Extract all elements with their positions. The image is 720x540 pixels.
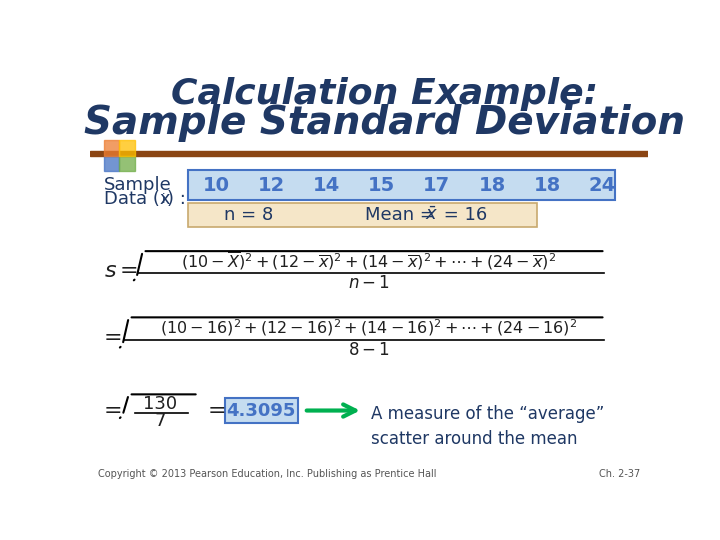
Bar bbox=[104, 140, 120, 156]
Text: $n-1$: $n-1$ bbox=[348, 274, 390, 293]
Text: 10: 10 bbox=[203, 176, 230, 195]
Text: = 16: = 16 bbox=[438, 206, 487, 224]
Text: 4.3095: 4.3095 bbox=[227, 402, 296, 420]
Text: =: = bbox=[104, 328, 122, 348]
Text: Mean =: Mean = bbox=[365, 206, 441, 224]
Text: $s =$: $s =$ bbox=[104, 261, 138, 281]
Text: 14: 14 bbox=[313, 176, 341, 195]
Text: 18: 18 bbox=[478, 176, 505, 195]
Bar bbox=[120, 156, 135, 171]
Text: 12: 12 bbox=[258, 176, 285, 195]
Bar bbox=[120, 140, 135, 156]
Text: 24: 24 bbox=[589, 176, 616, 195]
Text: Sample: Sample bbox=[104, 177, 171, 194]
FancyBboxPatch shape bbox=[189, 204, 537, 226]
Text: $8-1$: $8-1$ bbox=[348, 341, 390, 360]
Text: A measure of the “average”
scatter around the mean: A measure of the “average” scatter aroun… bbox=[371, 405, 604, 448]
Text: Sample Standard Deviation: Sample Standard Deviation bbox=[84, 104, 685, 143]
Bar bbox=[90, 151, 648, 156]
Text: Calculation Example:: Calculation Example: bbox=[171, 77, 598, 111]
Text: $(10-16)^2+(12-16)^2+(14-16)^2+\cdots+(24-16)^2$: $(10-16)^2+(12-16)^2+(14-16)^2+\cdots+(2… bbox=[161, 317, 577, 338]
Text: 15: 15 bbox=[368, 176, 395, 195]
Text: 17: 17 bbox=[423, 176, 451, 195]
Text: 18: 18 bbox=[534, 176, 561, 195]
Text: i: i bbox=[162, 193, 166, 206]
Text: Data (x: Data (x bbox=[104, 190, 171, 208]
Text: =: = bbox=[208, 401, 226, 421]
Text: $(10-\overline{X})^2+(12-\overline{x})^2+(14-\overline{x})^2+\cdots+(24-\overlin: $(10-\overline{X})^2+(12-\overline{x})^2… bbox=[181, 250, 557, 272]
Text: =: = bbox=[104, 401, 122, 421]
Text: 130: 130 bbox=[143, 395, 178, 413]
Text: n = 8: n = 8 bbox=[224, 206, 274, 224]
Text: 7: 7 bbox=[155, 413, 166, 430]
FancyBboxPatch shape bbox=[189, 170, 615, 200]
Text: ) :: ) : bbox=[167, 190, 186, 208]
Text: Copyright © 2013 Pearson Education, Inc. Publishing as Prentice Hall: Copyright © 2013 Pearson Education, Inc.… bbox=[98, 469, 436, 480]
Text: Ch. 2-37: Ch. 2-37 bbox=[599, 469, 640, 480]
Bar bbox=[104, 156, 120, 171]
FancyBboxPatch shape bbox=[225, 398, 297, 423]
Text: $\bar{x}$: $\bar{x}$ bbox=[425, 206, 438, 224]
